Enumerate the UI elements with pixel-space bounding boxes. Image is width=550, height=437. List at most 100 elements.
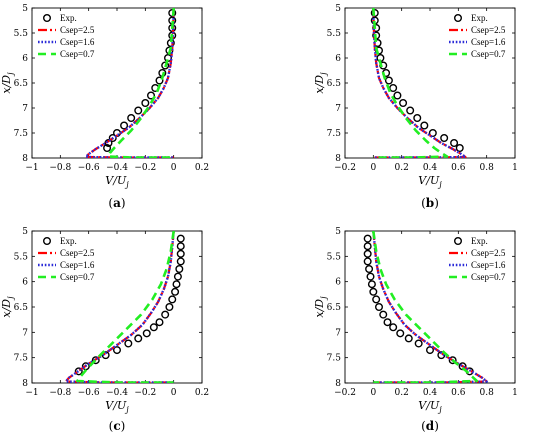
panel-b: −0.2 0 0.2 0.4 0.6 0.8 1 5 5.5 6 6.5 7 7.5 8 V/Uj x/Dj E…: [313, 4, 518, 210]
x-tick-label: −0.2: [134, 388, 156, 398]
y-tick-label: 5.5: [327, 252, 342, 262]
exp-data-point: [399, 98, 408, 107]
plot-series: [370, 8, 467, 158]
exp-data-point: [363, 234, 372, 243]
exp-data-point: [168, 295, 177, 304]
exp-data-point: [155, 318, 164, 327]
x-tick-label: 0.2: [195, 163, 209, 173]
exp-data-point: [149, 323, 158, 332]
exp-data-point: [74, 367, 83, 376]
exp-data-point: [134, 106, 143, 115]
x-axis-label: V/Uj: [418, 399, 442, 414]
exp-data-point: [396, 329, 405, 338]
x-tick-label: −0.2: [134, 163, 156, 173]
exp-data-point: [175, 265, 184, 274]
exp-data-point: [176, 249, 185, 258]
exp-data-point: [413, 113, 422, 122]
exp-data-point: [112, 346, 121, 355]
legend-label: Csep=2.5: [60, 248, 95, 258]
svg-text:x/Dj: x/Dj: [0, 296, 15, 318]
x-tick-label: −0.4: [106, 163, 128, 173]
y-axis-label: x/Dj: [0, 72, 15, 94]
legend-marker: [43, 236, 52, 245]
y-tick-label: 5.5: [14, 29, 29, 39]
series-line-csep07: [372, 231, 479, 383]
legend-label: Csep=2.5: [471, 25, 506, 35]
y-tick-label: 6.5: [327, 79, 342, 89]
x-tick-label: 0: [370, 163, 376, 173]
exp-data-point: [406, 106, 415, 115]
exp-data-point: [372, 295, 381, 304]
legend-label: Csep=0.7: [471, 49, 506, 59]
y-tick-label: 8: [22, 379, 28, 389]
x-tick-label: −1: [25, 388, 38, 398]
exp-data-point: [455, 143, 464, 152]
y-tick-label: 6: [22, 278, 28, 288]
legend-background: [447, 11, 511, 61]
x-tick-label: −0.6: [78, 388, 100, 398]
exp-data-point: [379, 310, 388, 319]
x-tick-label: 0.8: [480, 163, 495, 173]
exp-data-point: [134, 334, 143, 343]
plot-series: [363, 231, 488, 383]
y-tick-label: 7: [335, 104, 341, 114]
y-axis-label: x/Dj: [313, 72, 328, 94]
y-tick-label: 5: [335, 227, 341, 237]
exp-data-point: [369, 287, 378, 296]
x-tick-label: 0.2: [395, 388, 409, 398]
y-tick-label: 5.5: [14, 252, 29, 262]
y-tick-label: 7.5: [327, 129, 342, 139]
legend: Exp. Csep=2.5 Csep=1.6 Csep=0.7: [447, 234, 511, 284]
y-tick-label: 8: [335, 379, 341, 389]
svg-text:x/Dj: x/Dj: [0, 72, 15, 94]
y-tick-label: 6.5: [14, 303, 29, 313]
panel-caption: (b): [421, 196, 439, 210]
y-tick-label: 5: [22, 227, 28, 237]
exp-data-point: [108, 133, 117, 142]
y-tick-label: 8: [22, 154, 28, 164]
exp-data-point: [367, 280, 376, 289]
y-tick-label: 8: [335, 154, 341, 164]
exp-data-point: [176, 257, 185, 266]
panel-caption: (d): [421, 419, 439, 433]
x-tick-label: 0.4: [423, 388, 438, 398]
svg-text:x/Dj: x/Dj: [313, 296, 328, 318]
exp-data-point: [120, 121, 129, 130]
y-axis-label: x/Dj: [313, 296, 328, 318]
y-tick-label: 6.5: [327, 303, 342, 313]
exp-data-point: [383, 318, 392, 327]
x-tick-label: 0.2: [195, 388, 209, 398]
legend-marker: [454, 236, 463, 245]
x-tick-label: −0.2: [334, 163, 356, 173]
exp-data-point: [168, 8, 177, 17]
y-tick-label: 6: [335, 278, 341, 288]
legend-label: Exp.: [60, 13, 77, 23]
exp-data-point: [389, 323, 398, 332]
exp-data-point: [171, 287, 180, 296]
exp-data-point: [165, 303, 174, 312]
exp-data-point: [146, 91, 155, 100]
exp-data-point: [448, 356, 457, 365]
exp-data-point: [141, 98, 150, 107]
y-tick-label: 6: [335, 54, 341, 64]
series-line-csep16: [372, 231, 488, 383]
exp-data-point: [161, 61, 170, 70]
legend-label: Exp.: [60, 236, 77, 246]
x-axis-label: V/Uj: [418, 174, 442, 189]
x-tick-label: −0.8: [49, 163, 71, 173]
exp-data-point: [127, 113, 136, 122]
panel-caption: (c): [109, 419, 126, 433]
series-line-csep07: [372, 8, 449, 158]
exp-data-point: [365, 265, 374, 274]
legend-label: Csep=0.7: [60, 49, 95, 59]
legend-label: Exp.: [471, 236, 488, 246]
exp-data-point: [155, 76, 164, 85]
x-tick-label: −0.4: [106, 388, 128, 398]
x-axis-label: V/Uj: [105, 174, 129, 189]
exp-data-point: [91, 356, 100, 365]
exp-data-point: [142, 329, 151, 338]
legend-label: Csep=1.6: [471, 37, 506, 47]
x-axis-label: V/Uj: [105, 399, 129, 414]
exp-data-point: [414, 339, 423, 348]
